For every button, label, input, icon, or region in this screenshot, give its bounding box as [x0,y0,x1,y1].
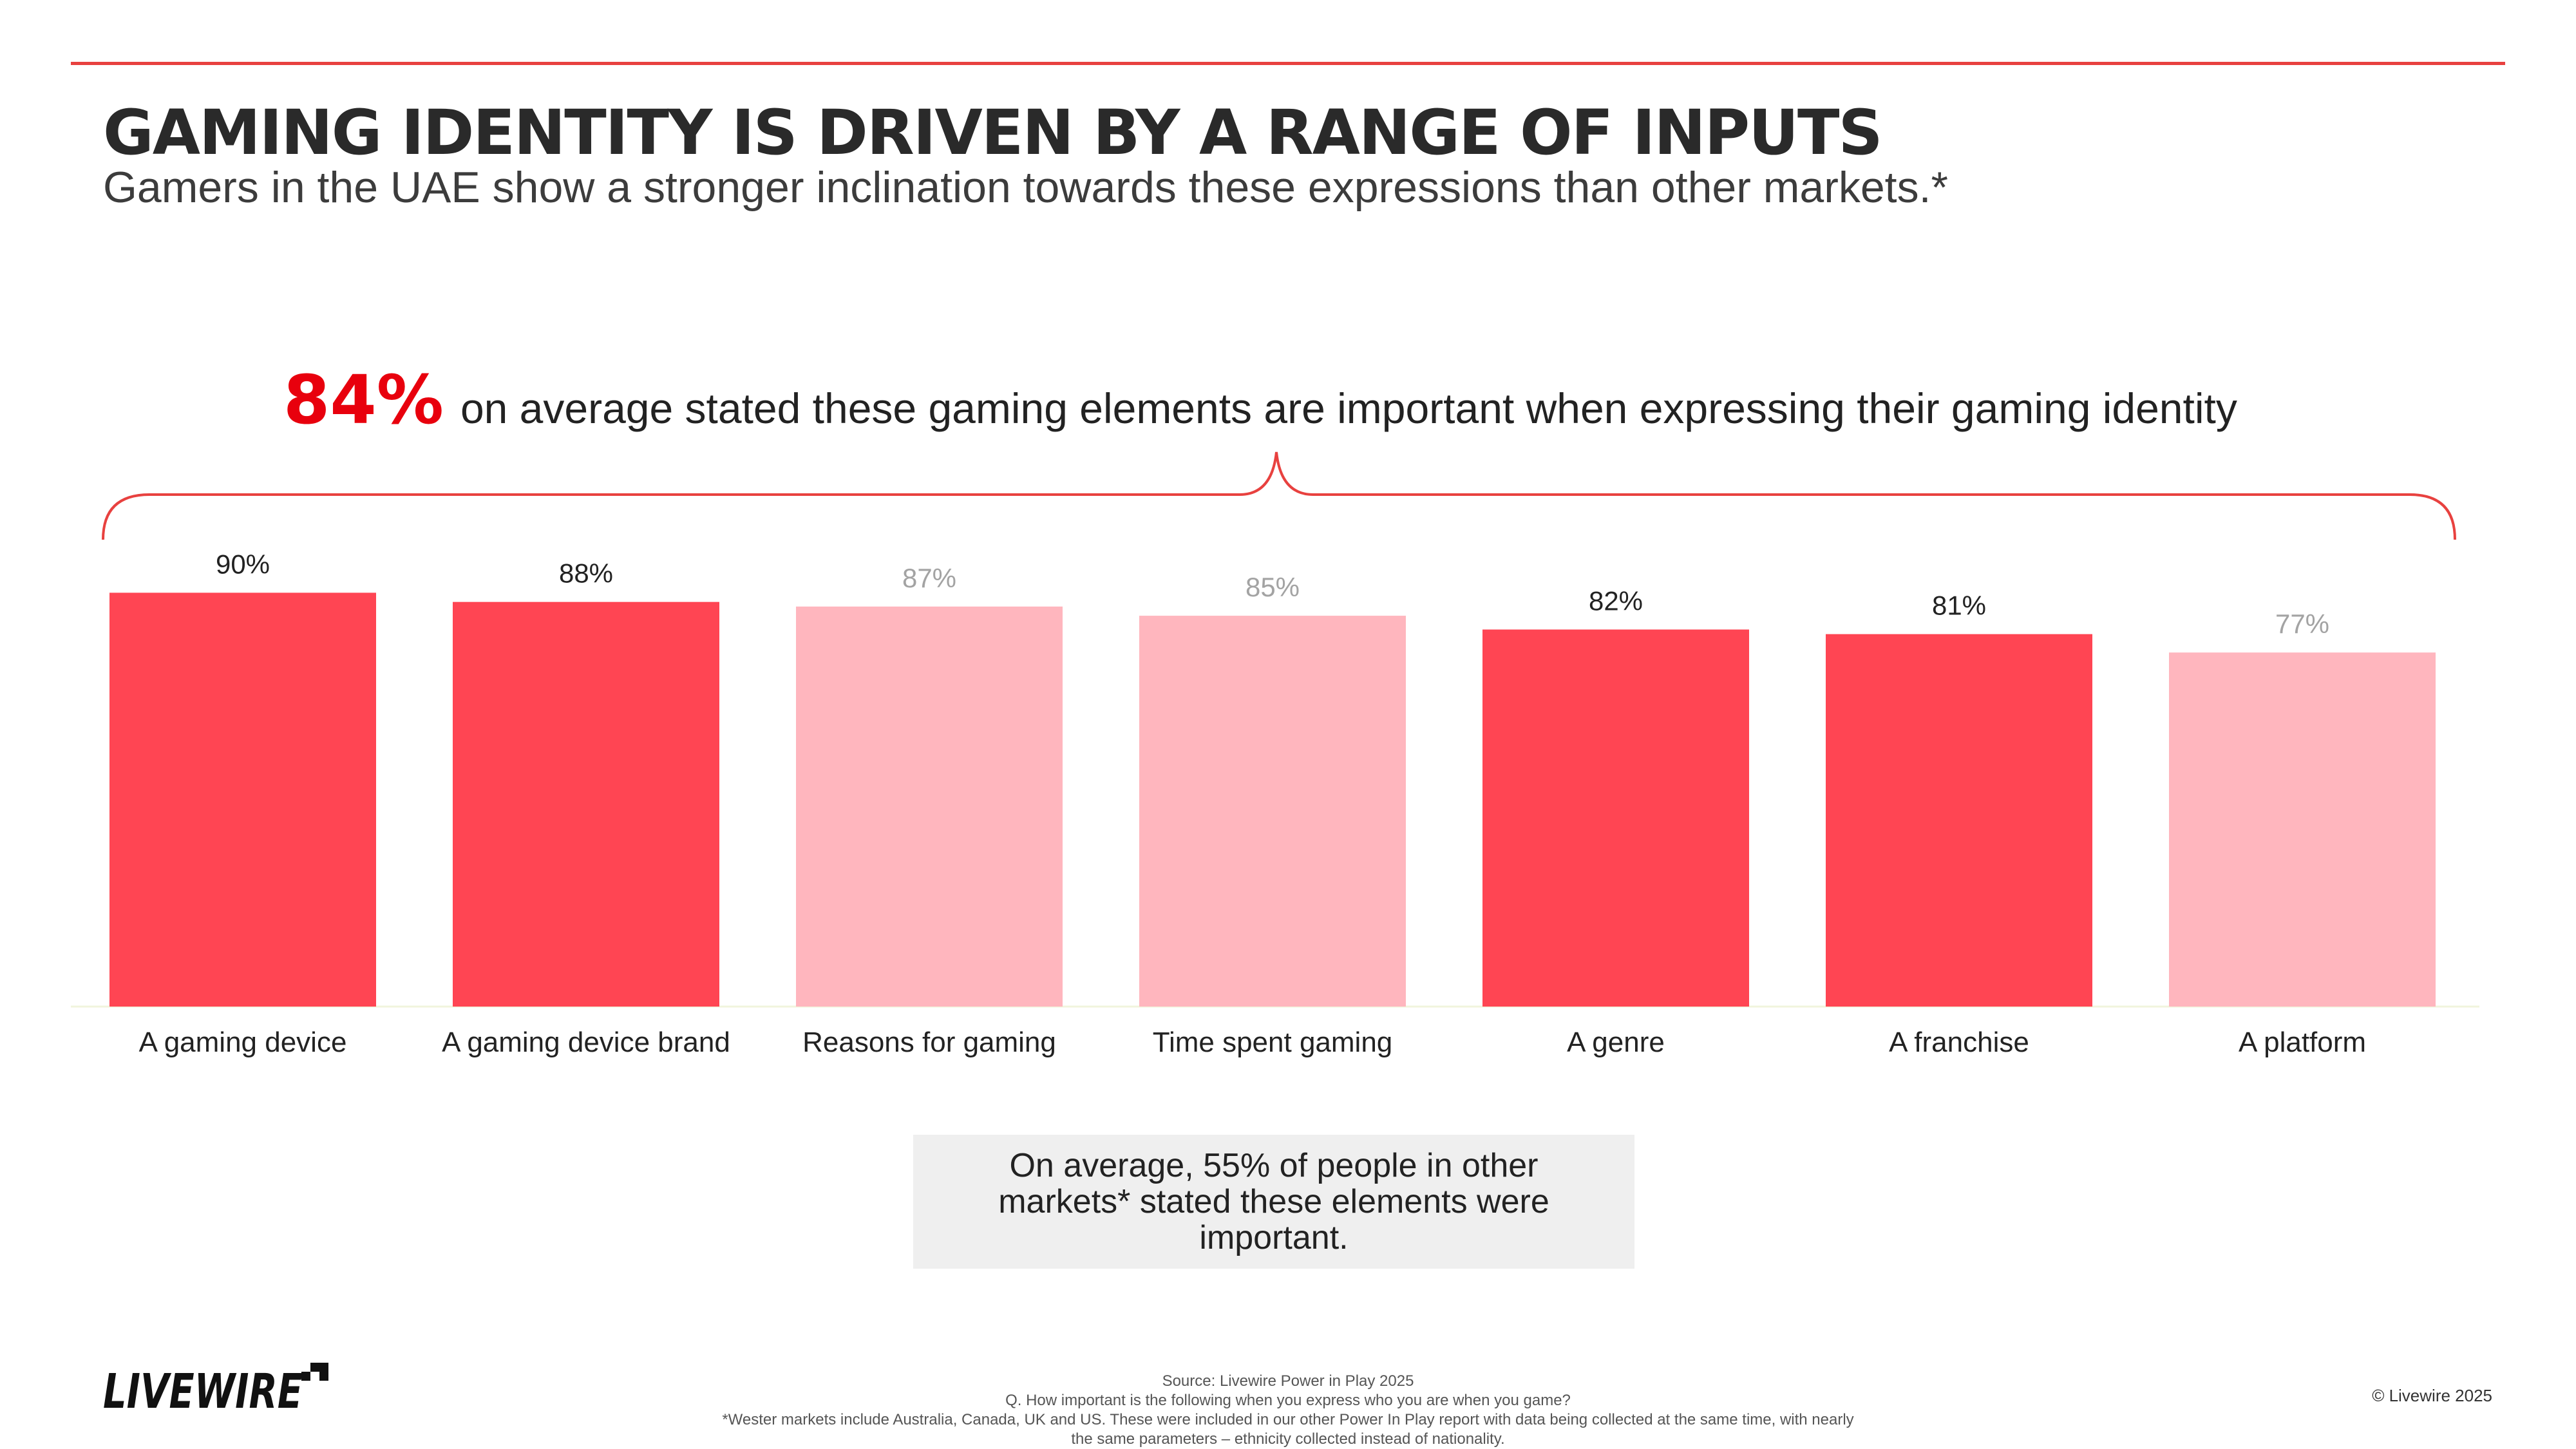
bar-value-label-1: 90% [216,549,270,579]
bar-6 [1826,634,2092,1007]
category-label-4: Time spent gaming [1153,1027,1393,1058]
footer-note-line-2: the same parameters – ethnicity collecte… [1071,1430,1505,1448]
logo-pixel-mark [301,1363,328,1381]
bar-value-label-3: 87% [902,563,956,593]
footer-note-line-1: *Wester markets include Australia, Canad… [722,1411,1854,1428]
page-subtitle: Gamers in the UAE show a stronger inclin… [103,163,1948,212]
footer-notes: Source: Livewire Power in Play 2025 Q. H… [676,1372,1900,1449]
headline-text: on average stated these gaming elements … [460,384,2237,432]
bar-chart: 90% 88% 87% 85% 82% 81% 77% A gaming device A g… [71,451,2479,1058]
bar-value-label-6: 81% [1932,591,1986,621]
bar-value-label-5: 82% [1589,586,1643,616]
bar-1 [109,592,376,1007]
category-label-6: A franchise [1889,1027,2029,1058]
headline: 84% on average stated these gaming elemen… [283,361,2237,439]
bar-5 [1482,629,1749,1007]
callout-box: On average, 55% of people in other marke… [913,1135,1634,1269]
top-rule [71,62,2505,65]
bar-2 [453,601,719,1007]
category-label-1: A gaming device [139,1027,347,1058]
bar-7 [2169,652,2436,1007]
bar-value-label-2: 88% [559,558,613,589]
category-label-2: A gaming device brand [442,1027,730,1058]
callout-text: On average, 55% of people in other marke… [998,1147,1549,1256]
headline-stat: 84% [283,361,444,439]
footer-source: Source: Livewire Power in Play 2025 [1162,1372,1414,1390]
brace [102,451,2456,540]
bar-3 [796,606,1063,1007]
bar-4 [1139,616,1406,1007]
livewire-logo: LIVEWIRE [103,1363,328,1414]
copyright: © Livewire 2025 [2372,1386,2492,1405]
category-label-7: A platform [2239,1027,2366,1058]
category-label-3: Reasons for gaming [802,1027,1056,1058]
bar-value-label-4: 85% [1245,572,1300,602]
page-title: GAMING IDENTITY IS DRIVEN BY A RANGE OF … [103,97,1883,169]
footer-question: Q. How important is the following when y… [1005,1392,1571,1409]
logo-wordmark: LIVEWIRE [103,1364,303,1414]
category-label-5: A genre [1567,1027,1665,1058]
bar-value-label-7: 77% [2275,609,2329,639]
